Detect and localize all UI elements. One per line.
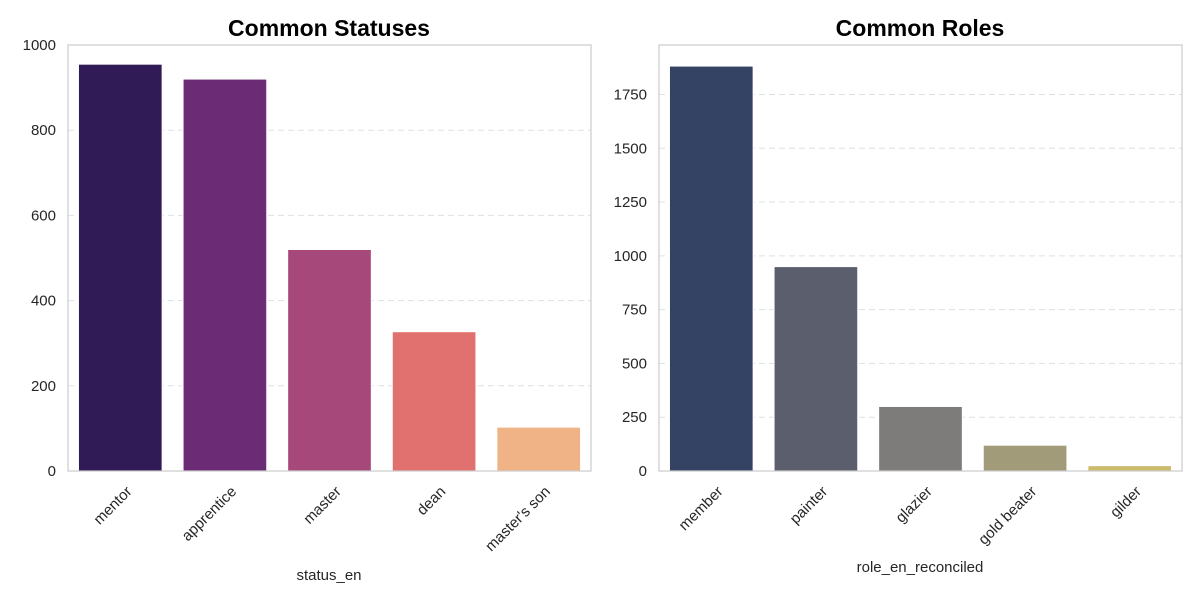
bar-2 <box>878 405 963 472</box>
bar-3 <box>391 331 477 472</box>
y-tick-label-2: 500 <box>622 355 647 372</box>
y-tick-label-5: 1250 <box>614 194 647 211</box>
bar-1 <box>182 78 268 472</box>
y-tick-label-3: 600 <box>31 207 56 224</box>
y-tick-label-5: 1000 <box>23 37 56 54</box>
bar-4 <box>1087 465 1173 472</box>
y-tick-label-1: 200 <box>31 378 56 395</box>
y-tick-label-2: 400 <box>31 293 56 310</box>
plot-frame <box>67 44 592 472</box>
y-tick-label-0: 0 <box>639 463 647 480</box>
x-tick-label-1: painter <box>787 483 831 527</box>
x-tick-label-0: member <box>676 483 727 534</box>
x-tick-label-4: master's son <box>482 483 554 555</box>
x-tick-label-3: dean <box>414 483 450 519</box>
x-axis-label-roles: role_en_reconciled <box>857 559 984 576</box>
y-tick-label-1: 250 <box>622 409 647 426</box>
x-tick-label-2: master <box>300 483 344 527</box>
y-tick-label-3: 750 <box>622 302 647 319</box>
bar-0 <box>668 65 754 472</box>
x-tick-label-3: gold beater <box>975 483 1040 548</box>
bar-0 <box>77 63 163 472</box>
x-tick-label-2: glazier <box>892 483 935 526</box>
y-tick-label-4: 800 <box>31 122 56 139</box>
chart-title-statuses: Common Statuses <box>228 15 430 41</box>
chart-title-roles: Common Roles <box>836 15 1005 41</box>
bar-1 <box>773 266 859 472</box>
panel-common-statuses: Common Statuses status_en mentor apprenti… <box>23 15 592 584</box>
y-tick-label-7: 1750 <box>614 86 647 103</box>
x-tick-label-0: mentor <box>90 483 135 528</box>
bar-4 <box>496 426 582 472</box>
bar-3 <box>982 444 1068 472</box>
x-tick-label-1: apprentice <box>179 483 241 545</box>
y-tick-label-4: 1000 <box>614 248 647 265</box>
panel-common-roles: Common Roles role_en_reconciled member pa… <box>614 15 1183 576</box>
x-tick-label-4: gilder <box>1107 483 1145 521</box>
x-axis-label-statuses: status_en <box>296 567 361 584</box>
y-tick-label-0: 0 <box>48 463 56 480</box>
y-tick-label-6: 1500 <box>614 140 647 157</box>
bar-2 <box>287 248 372 472</box>
plot-frame <box>658 44 1183 472</box>
